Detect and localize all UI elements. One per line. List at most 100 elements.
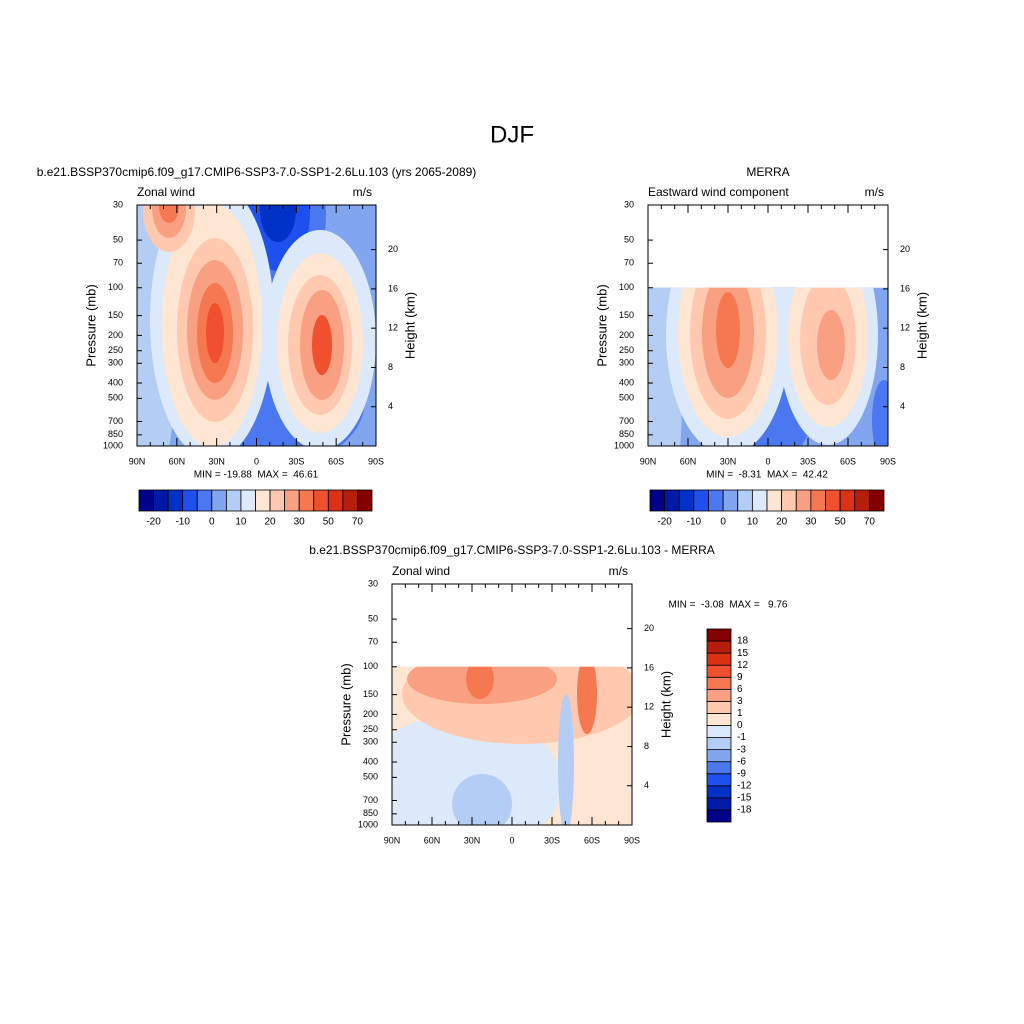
x-tick-label: 30S [800,456,816,466]
contour-field [648,287,888,446]
x-tick-label: 30S [288,456,304,466]
colorbar-label: 12 [737,660,749,671]
colorbar-label: 3 [737,696,743,707]
colorbar-box [751,489,768,512]
colorbar-box [706,725,732,738]
colorbar-box [722,489,739,512]
y-tick-label: 150 [363,689,378,699]
colorbar-box [706,713,732,726]
colorbar-label: 70 [864,517,876,528]
colorbar-box [706,785,732,799]
x-tick-label: 60S [840,456,856,466]
colorbar-box [706,737,732,751]
y2-tick-label: 12 [388,323,398,333]
colorbar-label: 10 [235,517,247,528]
colorbar-box [706,652,732,666]
colorbar-box [269,489,286,512]
colorbar-box [706,700,732,714]
x-tick-label: 90S [368,456,384,466]
colorbar-box [737,489,753,512]
colorbar-label: 1 [737,708,743,719]
x-tick-label: 0 [765,456,770,466]
contour [817,310,845,380]
contour [206,303,224,363]
y2-tick-label: 16 [644,662,654,672]
colorbar-box [868,489,885,512]
colorbar-label: 20 [776,517,788,528]
y-tick-label: 300 [619,358,634,368]
y-tick-label: 300 [108,358,123,368]
colorbar-box [357,489,373,512]
y-tick-label: 400 [108,377,123,387]
colorbar-box [706,761,732,775]
y2-tick-label: 4 [900,401,905,411]
colorbar-box [327,489,344,512]
colorbar-label: -12 [737,780,752,791]
colorbar-box [706,809,732,823]
pressure-label: Pressure (mb) [83,284,98,366]
contour [716,292,740,368]
colorbar-box [706,640,732,654]
x-tick-label: 30S [544,835,560,845]
y-tick-label: 500 [363,772,378,782]
colorbar-label: 0 [209,517,215,528]
colorbar-box [138,489,154,512]
y-tick-label: 700 [108,416,123,426]
y-tick-label: 300 [363,737,378,747]
y-tick-label: 250 [619,345,634,355]
colorbar-box [664,489,680,512]
left-label: Zonal wind [137,185,195,199]
y-tick-label: 400 [619,377,634,387]
colorbar-box [298,489,315,512]
y-tick-label: 200 [108,330,123,340]
contour [159,205,179,223]
colorbar-label: -18 [737,805,752,816]
colorbar-label: 10 [747,517,759,528]
x-tick-label: 60N [169,456,186,466]
colorbar-box [706,628,732,642]
colorbar-label: -10 [687,517,702,528]
y-tick-label: 100 [619,282,634,292]
colorbar-label: -6 [737,756,746,767]
stats: MIN = -3.08 MAX = 9.76 [669,600,788,611]
colorbar-box [342,489,358,512]
y-tick-label: 50 [113,234,123,244]
y2-tick-label: 20 [644,623,654,633]
y2-tick-label: 20 [900,244,910,254]
colorbar-label: -20 [657,517,672,528]
y2-tick-label: 8 [644,741,649,751]
colorbar-box [313,489,329,512]
colorbar-box [167,489,184,512]
colorbar-box [706,676,732,690]
left-label: Eastward wind component [648,185,789,199]
colorbar-label: 30 [805,517,817,528]
colorbar-box [706,749,732,763]
contour [872,380,888,446]
colorbar-label: -3 [737,744,746,755]
pressure-label: Pressure (mb) [338,663,353,745]
colorbar-label: -9 [737,768,746,779]
height-label: Height (km) [658,671,673,738]
contour-field [392,666,632,825]
colorbar-label: 20 [265,517,277,528]
contour [558,694,574,825]
y-tick-label: 1000 [358,819,378,829]
case-title: b.e21.BSSP370cmip6.f09_g17.CMIP6-SSP3-7.… [37,165,477,179]
colorbar-label: 0 [737,720,743,731]
x-tick-label: 60S [584,835,600,845]
colorbar-box [810,489,826,512]
y-tick-label: 50 [624,234,634,244]
figure-title: DJF [490,121,534,148]
y-tick-label: 700 [363,795,378,805]
x-tick-label: 90S [880,456,896,466]
right-label: m/s [865,185,884,199]
colorbar-label: -10 [175,517,190,528]
colorbar-box [211,489,227,512]
colorbar-box [196,489,213,512]
y-tick-label: 150 [619,310,634,320]
contour [577,666,597,734]
y-tick-label: 30 [624,199,634,209]
y2-tick-label: 20 [388,244,398,254]
y-tick-label: 250 [363,724,378,734]
pressure-label: Pressure (mb) [594,284,609,366]
